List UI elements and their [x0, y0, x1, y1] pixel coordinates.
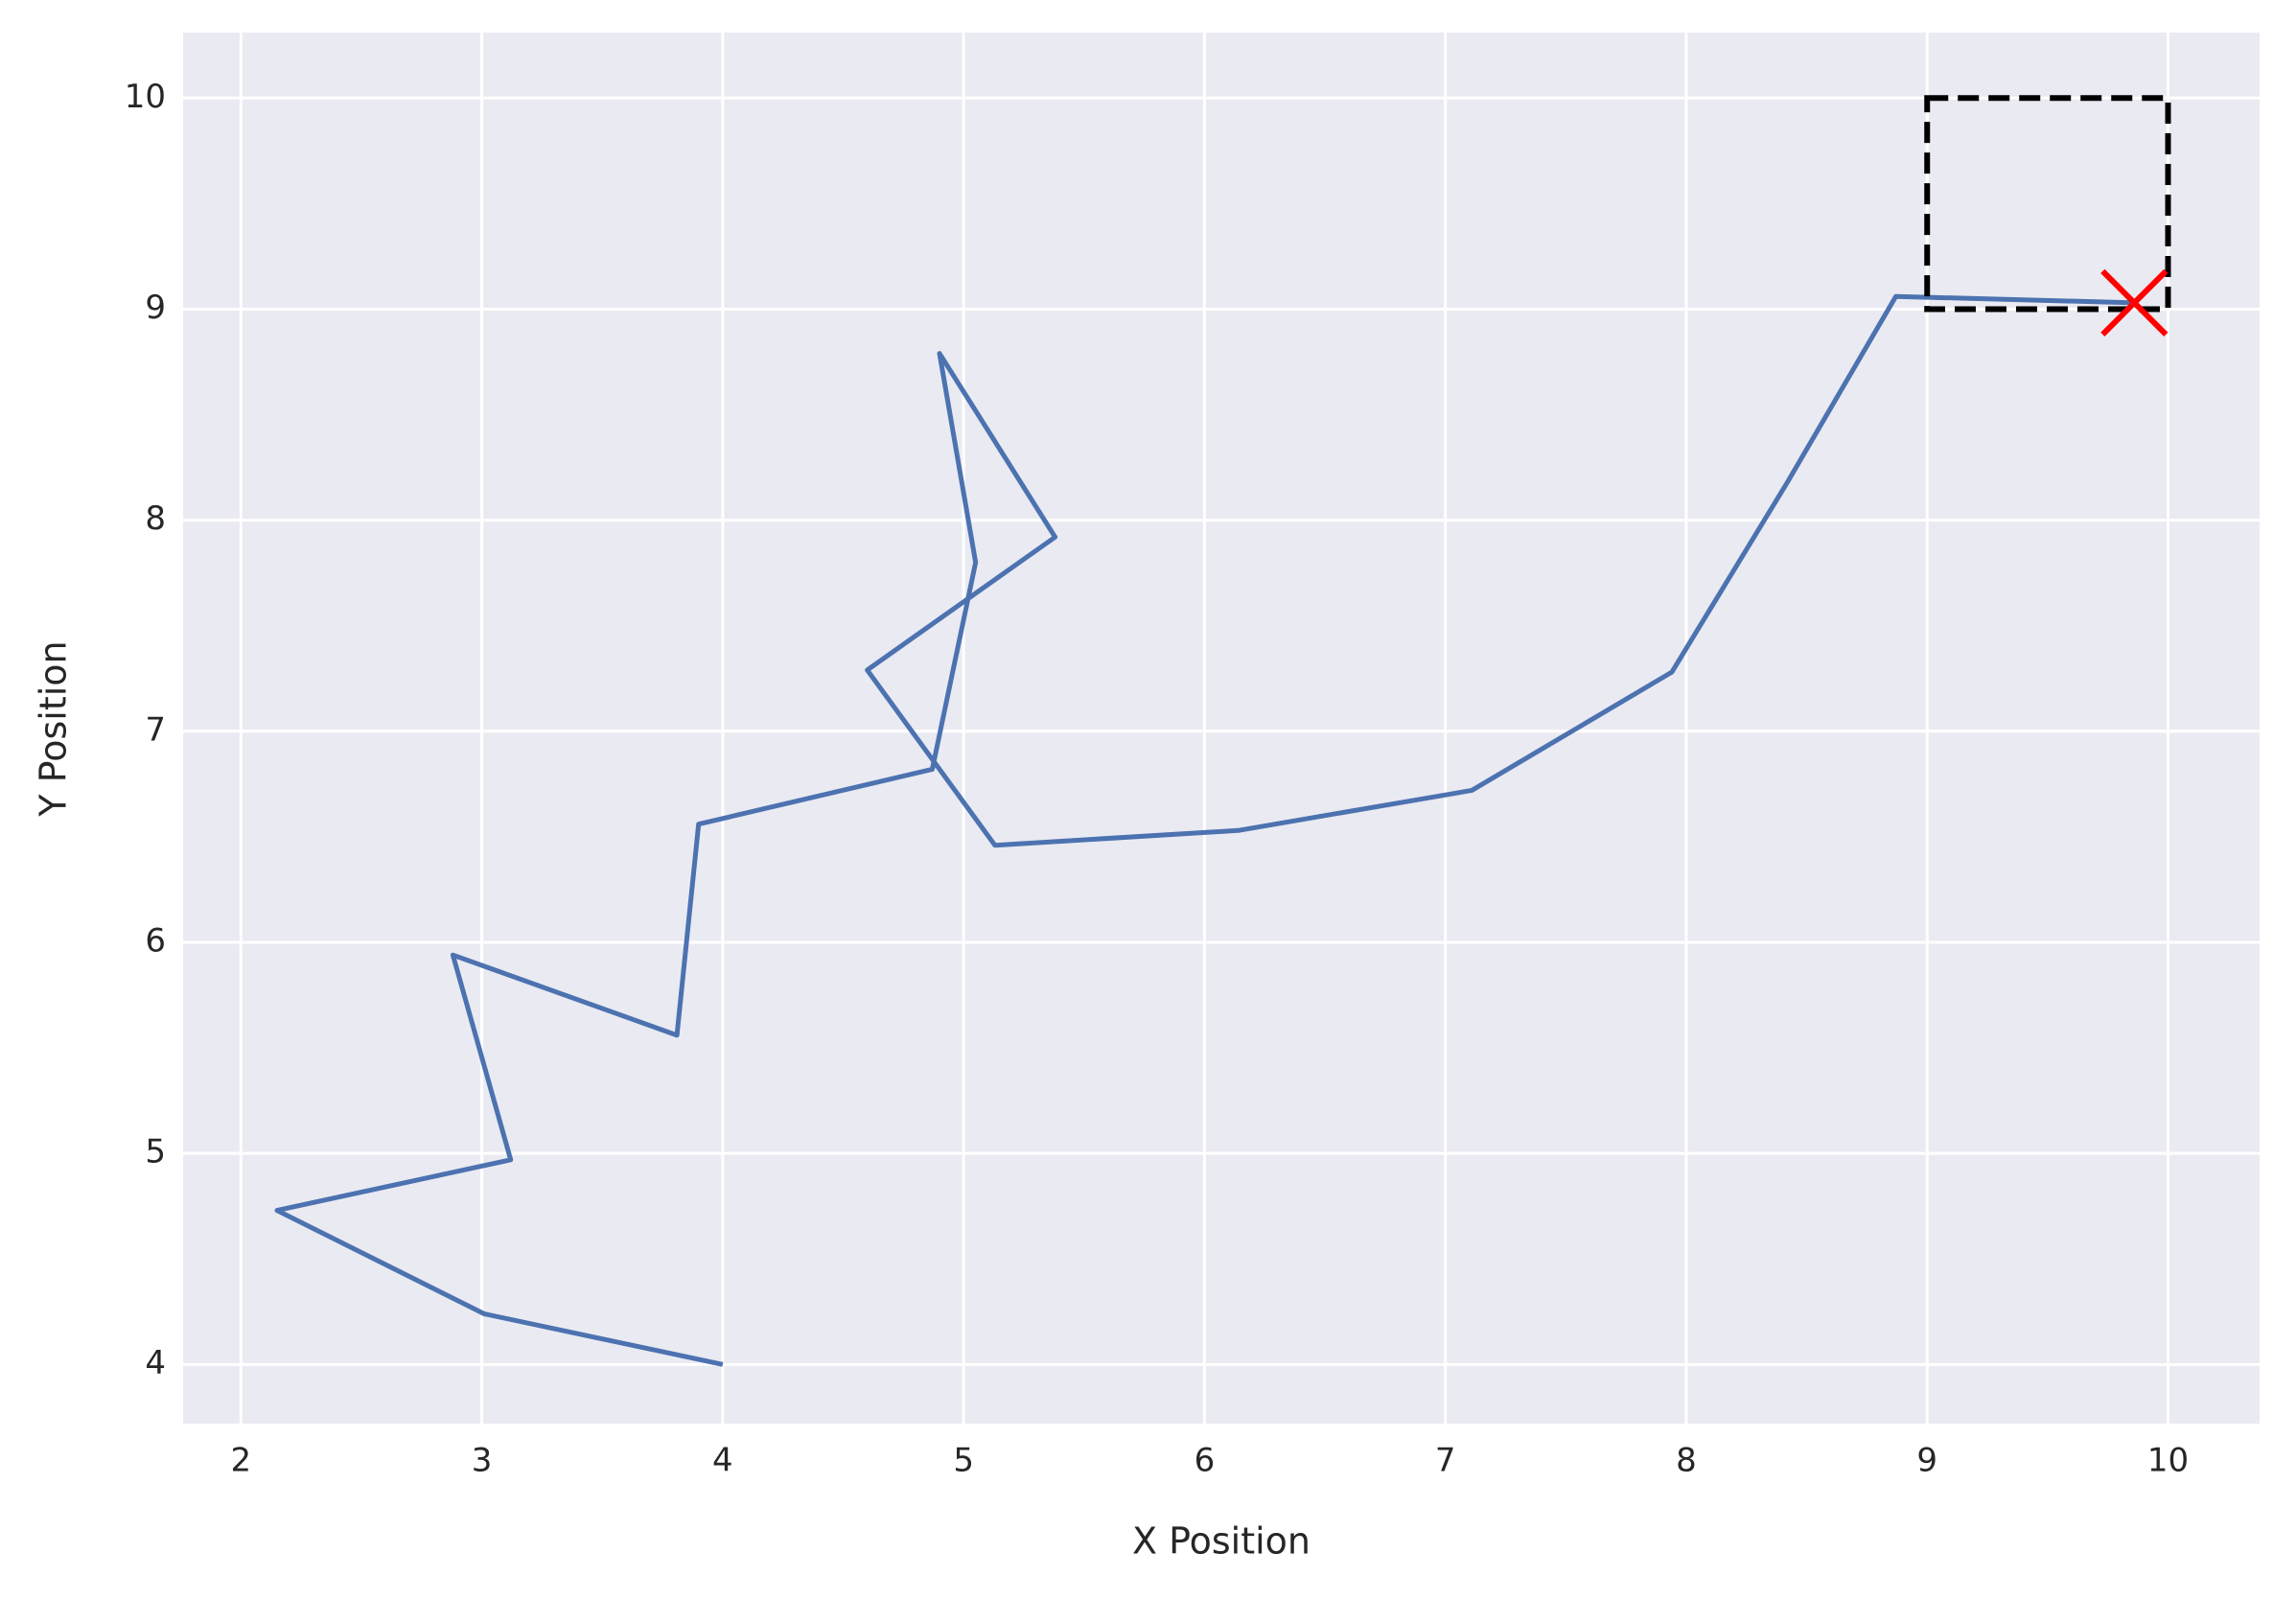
marks — [274, 95, 2171, 1367]
goal-marker — [2100, 268, 2168, 336]
x-tick-label: 5 — [953, 1442, 974, 1480]
y-tick-label: 9 — [145, 289, 166, 327]
y-axis-label: Y Position — [33, 640, 75, 817]
x-tick-label: 6 — [1194, 1442, 1216, 1480]
x-axis-label: X Position — [1132, 1520, 1310, 1563]
x-tick-label: 9 — [1916, 1442, 1937, 1480]
x-tick-label: 4 — [712, 1442, 733, 1480]
x-tick-label: 8 — [1676, 1442, 1697, 1480]
x-tick-label: 2 — [230, 1442, 251, 1480]
x-tick-label: 3 — [472, 1442, 493, 1480]
x-tick-label: 10 — [2147, 1442, 2189, 1480]
y-tick-label: 6 — [145, 921, 166, 960]
y-tick-label: 4 — [145, 1344, 166, 1382]
grid — [183, 33, 2260, 1424]
trajectory-line — [274, 293, 2135, 1367]
target-region — [1924, 95, 2171, 313]
x-tick-label: 7 — [1435, 1442, 1456, 1480]
y-tick-label: 7 — [145, 710, 166, 749]
y-tick-label: 8 — [145, 499, 166, 538]
y-tick-label: 5 — [145, 1133, 166, 1171]
plot-background — [183, 33, 2260, 1424]
y-tick-label: 10 — [125, 78, 166, 116]
